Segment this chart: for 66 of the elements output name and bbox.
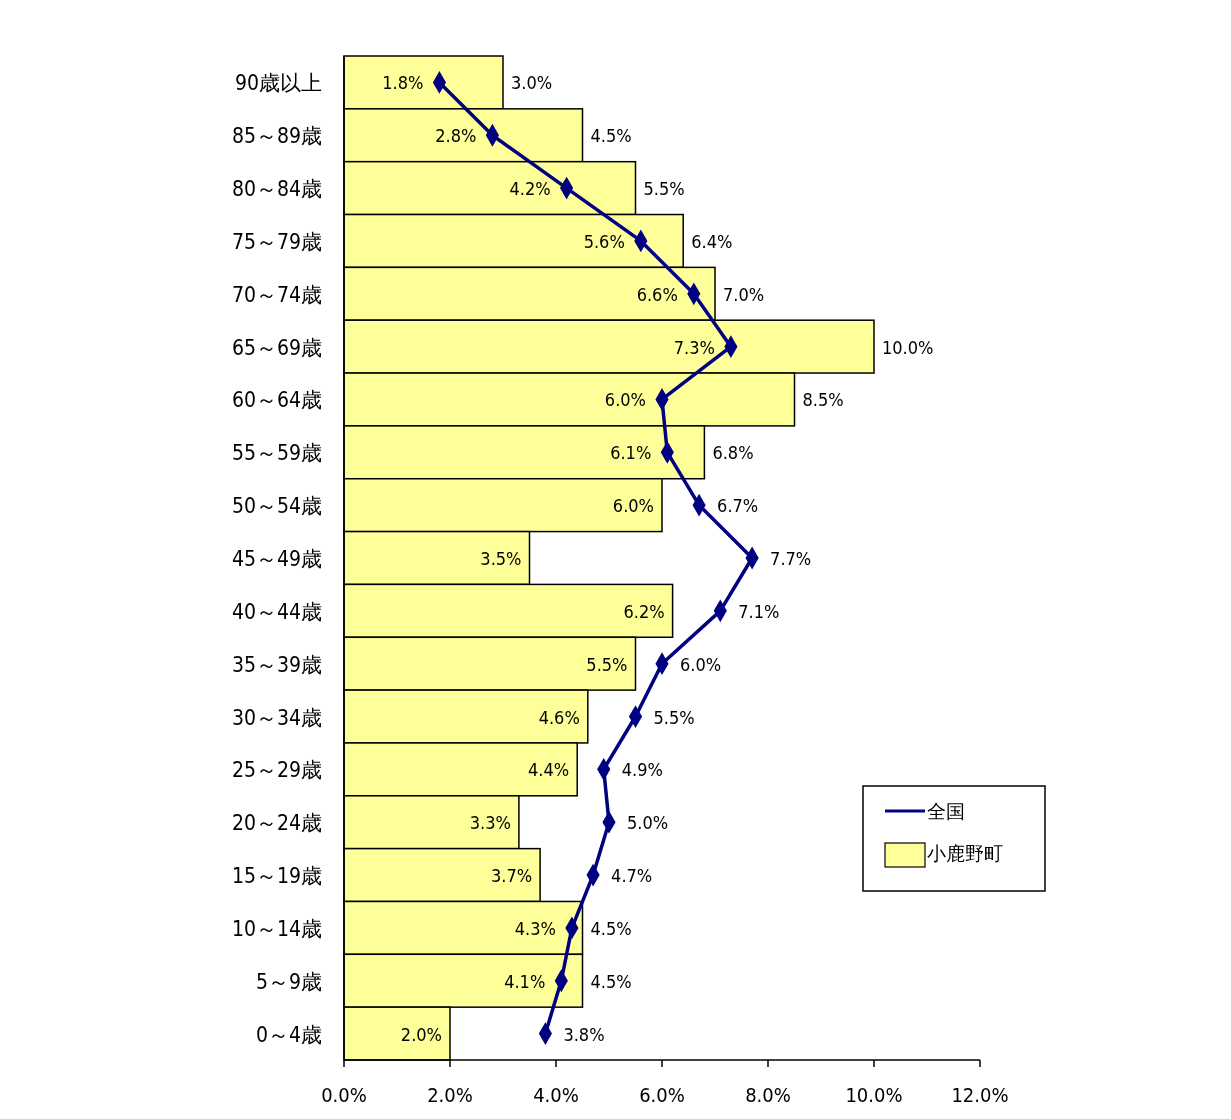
y-tick-label: 0～4歳 [255,1022,322,1047]
y-tick-label: 35～39歳 [231,652,322,677]
x-tick-label: 0.0% [321,1083,367,1107]
data-label: 4.4% [528,759,570,781]
x-tick-label: 10.0% [845,1083,903,1107]
data-label: 7.1% [738,600,780,622]
y-tick-label: 75～79歳 [231,229,322,254]
y-tick-label: 80～84歳 [231,177,322,202]
data-label: 7.0% [723,283,765,305]
data-label: 3.8% [563,1023,605,1045]
data-label: 4.2% [509,178,551,200]
data-label: 3.0% [511,72,553,94]
y-tick-label: 90歳以上 [234,71,322,96]
y-tick-label: 25～29歳 [231,758,322,783]
x-tick-label: 2.0% [427,1083,473,1107]
data-label: 4.3% [514,917,556,939]
data-label: 6.4% [691,230,733,252]
y-tick-label: 5～9歳 [255,969,322,994]
x-tick-label: 6.0% [639,1083,685,1107]
y-tick-label: 45～49歳 [231,547,322,571]
data-label: 6.0% [680,653,722,675]
data-label: 6.7% [717,495,759,517]
data-label: 5.0% [627,812,669,834]
data-label: 4.6% [538,706,580,728]
data-label: 6.0% [604,389,646,411]
x-tick-label: 12.0% [951,1083,1009,1107]
data-label: 4.5% [590,917,632,939]
data-label: 4.5% [590,970,632,992]
data-label: 3.7% [490,865,533,887]
x-tick-label: 8.0% [745,1083,791,1107]
data-label: 5.5% [586,653,628,675]
data-label: 7.3% [673,336,715,358]
data-label: 6.0% [612,495,654,517]
data-label: 6.1% [610,442,652,464]
data-label: 4.1% [504,970,546,992]
data-label: 10.0% [882,336,934,358]
data-label: 5.5% [653,706,695,728]
x-tick-label: 4.0% [533,1083,579,1107]
y-tick-label: 10～14歳 [231,916,322,941]
y-tick-label: 55～59歳 [231,441,322,466]
data-label: 2.0% [400,1023,442,1045]
data-label: 5.5% [643,178,685,200]
y-tick-label: 60～64歳 [231,388,322,413]
data-label: 6.6% [636,283,678,305]
data-label: 8.5% [802,389,844,411]
data-label: 7.7% [770,548,812,569]
y-tick-label: 20～24歳 [231,811,322,836]
y-tick-label: 65～69歳 [231,335,322,360]
data-label: 2.8% [435,125,477,147]
data-label: 4.7% [611,865,653,887]
data-label: 4.9% [621,759,663,781]
y-tick-label: 50～54歳 [231,494,322,519]
data-label: 4.5% [590,125,632,147]
y-tick-label: 15～19歳 [231,864,322,889]
legend-label: 全国 [927,800,965,822]
data-label: 1.8% [382,72,424,94]
y-tick-label: 40～44歳 [231,599,322,624]
data-label: 3.5% [480,548,522,569]
y-tick-label: 30～34歳 [231,705,322,730]
legend-label: 小鹿野町 [927,842,1003,864]
data-label: 6.2% [623,600,665,622]
data-label: 3.3% [469,812,511,834]
data-label: 5.6% [583,230,625,252]
y-tick-label: 85～89歳 [231,124,322,149]
y-tick-label: 70～74歳 [231,282,322,307]
data-label: 6.8% [712,442,754,464]
